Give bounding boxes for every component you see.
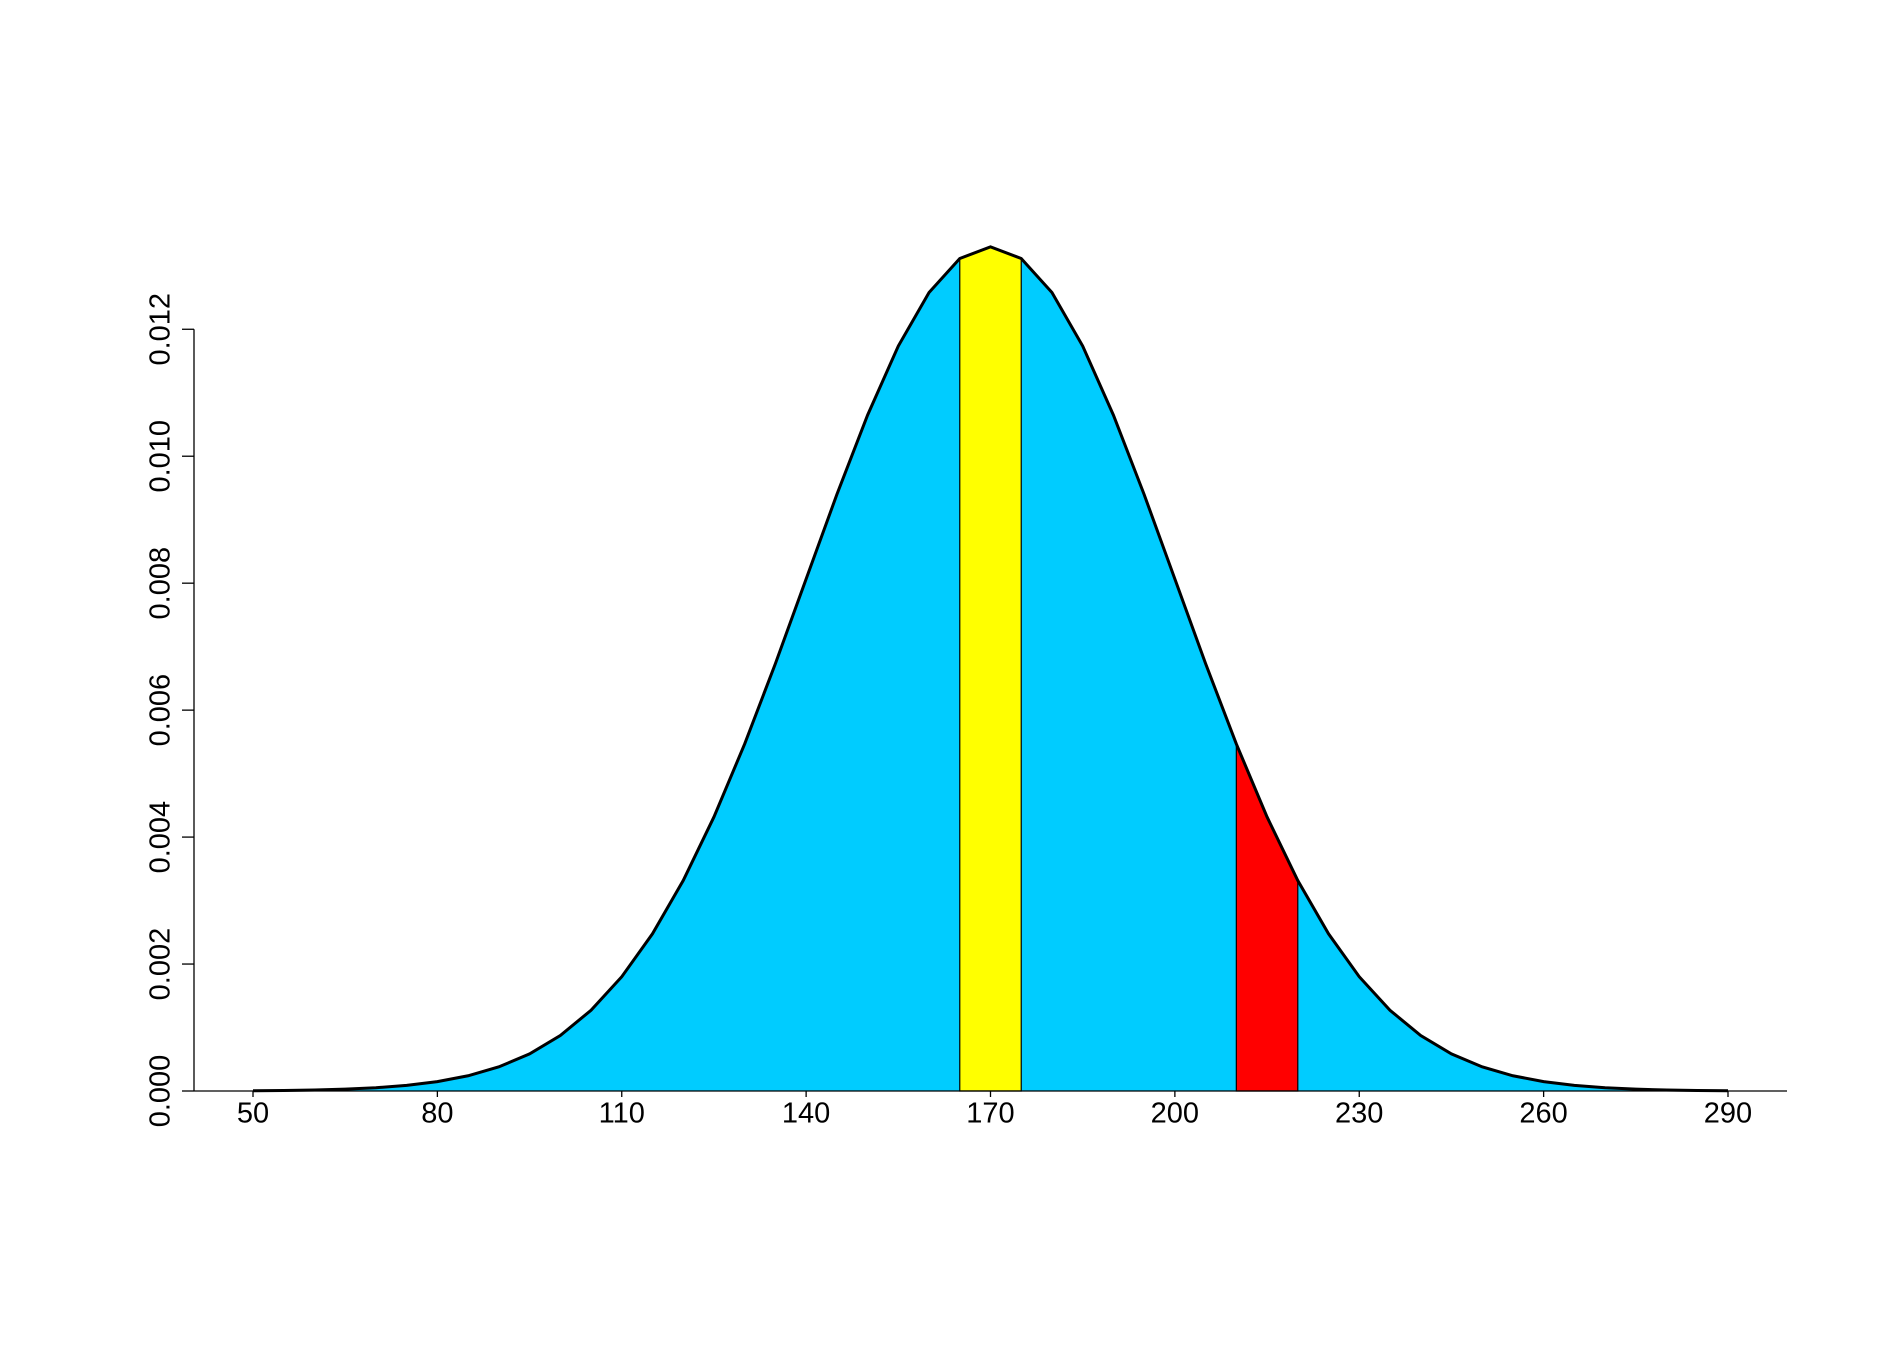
x-tick-label: 260 xyxy=(1519,1098,1567,1130)
y-tick-label: 0.002 xyxy=(145,928,177,1001)
x-tick-label: 200 xyxy=(1151,1098,1199,1130)
x-tick-label: 140 xyxy=(782,1098,830,1130)
y-tick-label: 0.000 xyxy=(145,1055,177,1128)
shaded-region xyxy=(1235,743,1299,1092)
x-tick-label: 230 xyxy=(1335,1098,1383,1130)
x-tick-label: 110 xyxy=(599,1098,645,1130)
x-tick-label: 170 xyxy=(966,1098,1014,1130)
y-tick-label: 0.004 xyxy=(145,801,177,874)
x-tick-label: 80 xyxy=(421,1098,453,1130)
y-tick-label: 0.012 xyxy=(145,293,177,366)
shaded-region xyxy=(959,246,1022,1092)
x-tick-label: 50 xyxy=(237,1098,269,1130)
density-line xyxy=(252,245,1729,1093)
x-tick-label: 290 xyxy=(1704,1098,1752,1130)
y-tick-label: 0.006 xyxy=(145,674,177,747)
y-tick-label: 0.010 xyxy=(145,420,177,493)
y-tick-label: 0.008 xyxy=(145,547,177,620)
